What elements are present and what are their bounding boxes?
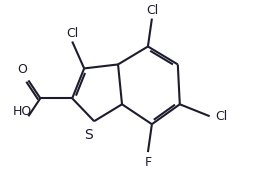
Text: Cl: Cl <box>146 4 158 17</box>
Text: S: S <box>84 128 92 142</box>
Text: O: O <box>18 63 27 76</box>
Text: HO: HO <box>13 105 32 118</box>
Text: F: F <box>144 156 151 169</box>
Text: Cl: Cl <box>66 27 78 40</box>
Text: Cl: Cl <box>216 110 228 123</box>
